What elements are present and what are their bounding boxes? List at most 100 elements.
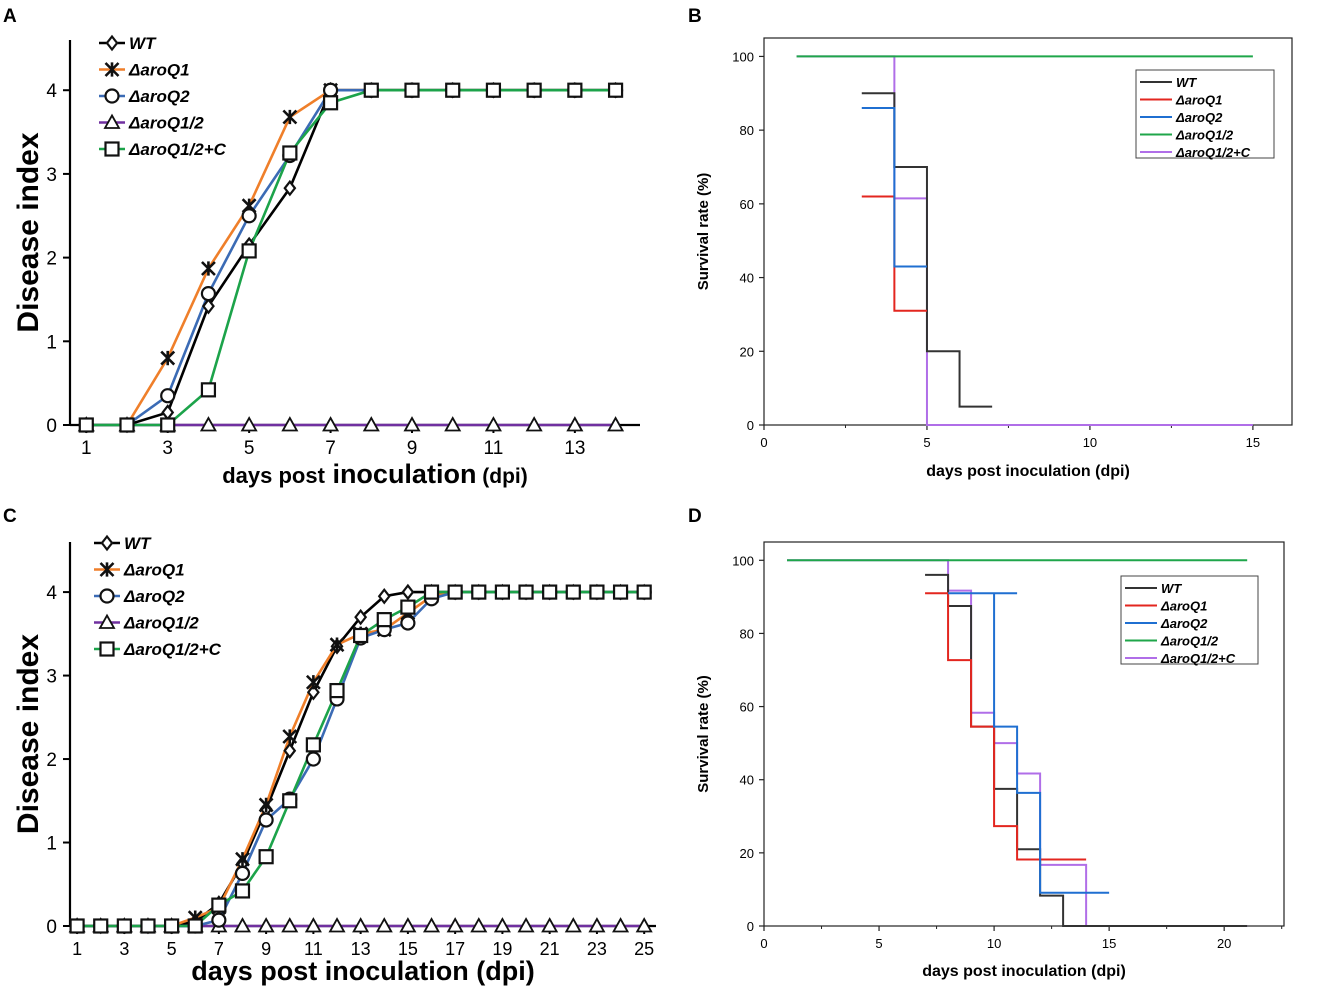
legend-box: [1120, 575, 1259, 665]
legend-marker-delta-aroq1: [99, 562, 115, 577]
data-point-delta-aroq1: [282, 109, 298, 125]
data-point-delta-aroq1-2-c: [241, 243, 257, 259]
data-point-delta-aroq1-2-c: [636, 584, 652, 600]
survival-curve-delta-aroq1: [925, 592, 1087, 861]
x-tick-label: 13: [564, 438, 585, 459]
x-tick-label: 11: [484, 438, 504, 459]
legend-label-wt: WT: [129, 34, 157, 53]
x-tick-label: 3: [162, 438, 173, 459]
data-point-delta-aroq1-2-c: [485, 82, 502, 98]
panel-letter-c: C: [3, 506, 17, 527]
y-axis-label: Disease index: [12, 634, 45, 834]
legend-marker-delta-aroq2: [104, 88, 120, 104]
y-tick-label: 4: [46, 583, 57, 604]
data-point-delta-aroq1: [258, 797, 274, 813]
data-point-delta-aroq1-2: [517, 917, 535, 933]
data-point-wt: [201, 297, 215, 315]
data-point-delta-aroq1: [282, 729, 298, 744]
data-point-wt: [401, 583, 415, 601]
legend-label-delta-aroq1-2-c: ΔaroQ1/2+C: [1175, 145, 1251, 160]
plot-frame: [763, 541, 1285, 927]
data-point-delta-aroq1-2: [446, 917, 464, 933]
panel-letter-d: D: [688, 506, 702, 527]
data-point-wt: [283, 742, 297, 759]
legend-marker-delta-aroq1-2-c: [99, 641, 115, 657]
survival-curve-delta-aroq1-2-c: [787, 559, 1248, 927]
data-point-delta-aroq1-2: [328, 917, 346, 933]
legend-box: [1135, 69, 1275, 159]
data-point-delta-aroq1-2-c: [376, 612, 392, 628]
data-point-delta-aroq1-2-c: [140, 918, 156, 934]
data-point-delta-aroq1-2: [233, 917, 252, 933]
data-point-delta-aroq1-2: [541, 917, 559, 933]
data-point-delta-aroq1-2: [399, 917, 417, 933]
data-point-delta-aroq2: [211, 912, 227, 928]
survival-curve-wt: [861, 92, 993, 408]
legend-label-delta-aroq2: ΔaroQ2: [1175, 110, 1223, 125]
y-tick-label: 1: [46, 834, 57, 855]
y-tick-label: 100: [732, 49, 754, 64]
data-point-delta-aroq1-2-c: [471, 584, 487, 600]
y-axis-label: Survival rate (%): [695, 173, 712, 291]
data-point-delta-aroq1-2-c: [423, 584, 440, 600]
y-tick-label: 20: [740, 344, 754, 359]
y-tick-label: 1: [46, 332, 57, 353]
x-tick-label: 9: [261, 939, 271, 959]
legend-label-delta-aroq1: ΔaroQ1: [1175, 93, 1222, 108]
data-point-delta-aroq1-2: [588, 917, 606, 933]
y-tick-label: 0: [46, 917, 57, 938]
x-axis-label-part: inoculation: [325, 459, 477, 489]
data-point-delta-aroq1-2-c: [187, 918, 203, 934]
y-tick-label: 0: [46, 416, 57, 437]
legend-marker-wt: [100, 534, 114, 552]
data-point-delta-aroq1-2-c: [494, 584, 511, 600]
x-axis-label: days post inoculation (dpi): [926, 463, 1130, 480]
y-tick-label: 80: [740, 123, 754, 138]
legend-label-delta-aroq1-2: ΔaroQ1/2: [128, 114, 204, 133]
y-axis-label: Disease index: [12, 132, 45, 332]
panel-letter-a: A: [3, 6, 17, 27]
y-tick-label: 60: [740, 700, 754, 715]
data-point-delta-aroq1-2-c: [305, 737, 321, 753]
x-tick-label: 10: [987, 936, 1001, 951]
data-point-delta-aroq1-2-c: [78, 417, 94, 433]
x-tick-label: 11: [304, 939, 323, 959]
data-point-delta-aroq1-2-c: [542, 584, 558, 600]
x-axis-label-part: (dpi): [476, 465, 527, 488]
data-point-delta-aroq1-2-c: [526, 82, 542, 98]
data-point-delta-aroq1-2: [612, 917, 630, 933]
data-point-wt: [306, 683, 320, 701]
data-point-delta-aroq1-2-c: [282, 793, 298, 809]
panel-b-chart: 0 20 40 60 80 100 0 5 10 15 Survival rate (%) days …: [695, 37, 1293, 480]
data-point-delta-aroq1-2: [470, 917, 488, 933]
y-tick-label: 40: [740, 773, 754, 788]
data-point-delta-aroq1-2-c: [447, 584, 463, 600]
data-point-delta-aroq1-2-c: [518, 584, 534, 600]
legend-label-delta-aroq1-2-c: ΔaroQ1/2+C: [1160, 651, 1236, 666]
x-tick-label: 1: [81, 438, 92, 459]
x-tick-label: 5: [244, 438, 255, 459]
legend-label-delta-aroq1-2: ΔaroQ1/2: [123, 614, 199, 633]
data-point-delta-aroq1: [160, 350, 176, 366]
legend-label-delta-aroq1-2: ΔaroQ1/2: [1175, 128, 1234, 143]
data-point-delta-aroq2: [258, 812, 274, 828]
y-tick-label: 80: [740, 626, 754, 641]
data-point-delta-aroq1-2-c: [329, 682, 345, 699]
data-point-delta-aroq1-2: [564, 917, 582, 933]
survival-curve-wt: [925, 573, 1248, 927]
data-point-delta-aroq1-2: [322, 416, 340, 432]
data-point-delta-aroq1-2-c: [211, 897, 227, 913]
data-point-delta-aroq1-2-c: [93, 918, 109, 934]
data-point-delta-aroq1-2-c: [116, 918, 132, 934]
legend-label-delta-aroq2: ΔaroQ2: [128, 87, 190, 106]
data-point-delta-aroq1-2: [566, 416, 584, 432]
x-tick-label: 5: [923, 435, 930, 450]
y-tick-label: 60: [740, 197, 754, 212]
data-point-delta-aroq1-2: [635, 917, 653, 933]
data-point-delta-aroq1-2-c: [353, 627, 369, 644]
x-tick-label: 20: [1217, 936, 1231, 951]
x-tick-label: 25: [634, 939, 654, 959]
y-tick-label: 3: [46, 667, 57, 688]
